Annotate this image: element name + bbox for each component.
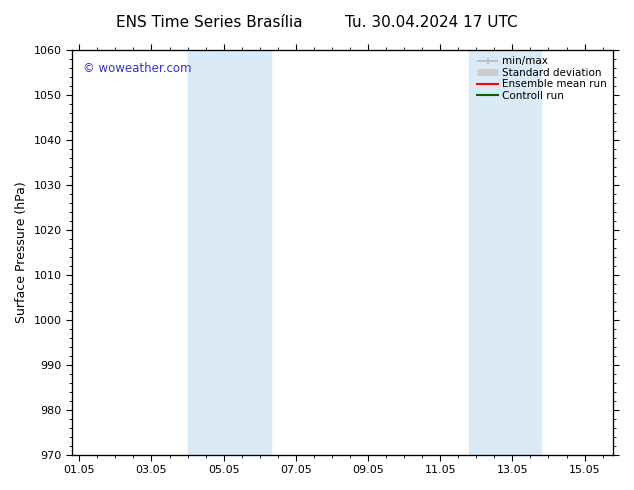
Text: © woweather.com: © woweather.com — [83, 62, 191, 75]
Bar — [188, 50, 271, 455]
Text: ENS Time Series Brasília: ENS Time Series Brasília — [116, 15, 302, 30]
Legend: min/max, Standard deviation, Ensemble mean run, Controll run: min/max, Standard deviation, Ensemble me… — [474, 53, 611, 104]
Y-axis label: Surface Pressure (hPa): Surface Pressure (hPa) — [15, 181, 28, 323]
Text: Tu. 30.04.2024 17 UTC: Tu. 30.04.2024 17 UTC — [345, 15, 517, 30]
Bar — [469, 50, 541, 455]
